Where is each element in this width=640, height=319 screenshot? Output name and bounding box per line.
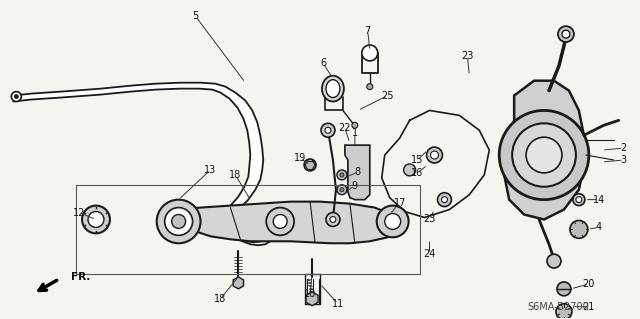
Text: 23: 23 <box>423 214 436 225</box>
Text: 2: 2 <box>621 143 627 153</box>
Circle shape <box>325 127 331 133</box>
Circle shape <box>367 84 372 90</box>
Text: 17: 17 <box>394 198 406 208</box>
Text: 10: 10 <box>304 289 316 299</box>
Polygon shape <box>175 202 399 243</box>
Text: 18: 18 <box>229 170 241 180</box>
Circle shape <box>377 205 408 237</box>
Circle shape <box>337 170 347 180</box>
Circle shape <box>431 151 438 159</box>
Circle shape <box>512 123 576 187</box>
Circle shape <box>570 220 588 238</box>
Text: 23: 23 <box>461 51 474 61</box>
Circle shape <box>82 205 110 234</box>
Text: 4: 4 <box>596 222 602 233</box>
Circle shape <box>304 159 316 171</box>
Circle shape <box>340 173 344 177</box>
Text: 18: 18 <box>214 294 227 304</box>
Text: 3: 3 <box>621 155 627 165</box>
Text: 14: 14 <box>593 195 605 205</box>
Circle shape <box>88 211 104 227</box>
Polygon shape <box>233 277 244 289</box>
Text: 9: 9 <box>352 181 358 191</box>
Circle shape <box>385 213 401 229</box>
Text: 6: 6 <box>320 58 326 68</box>
Circle shape <box>340 188 344 192</box>
Text: 19: 19 <box>294 153 306 163</box>
Polygon shape <box>345 145 370 200</box>
Text: S6MA-B2700: S6MA-B2700 <box>527 302 589 312</box>
Circle shape <box>273 214 287 228</box>
Circle shape <box>266 208 294 235</box>
Circle shape <box>352 122 358 128</box>
Text: 21: 21 <box>582 302 595 312</box>
Text: FR.: FR. <box>71 272 90 282</box>
Circle shape <box>438 193 451 207</box>
Circle shape <box>556 304 572 319</box>
Text: 15: 15 <box>412 155 424 165</box>
Circle shape <box>573 194 585 205</box>
Circle shape <box>326 212 340 226</box>
Text: 16: 16 <box>412 168 424 178</box>
Circle shape <box>557 282 571 296</box>
Text: 8: 8 <box>355 167 361 177</box>
Text: 12: 12 <box>73 208 85 218</box>
Circle shape <box>337 185 347 195</box>
Polygon shape <box>504 81 584 219</box>
Circle shape <box>321 123 335 137</box>
Circle shape <box>157 200 200 243</box>
Circle shape <box>12 92 21 101</box>
Circle shape <box>576 197 582 203</box>
Bar <box>76 185 420 274</box>
Circle shape <box>526 137 562 173</box>
Circle shape <box>330 217 336 222</box>
Ellipse shape <box>322 76 344 101</box>
Ellipse shape <box>326 80 340 98</box>
Circle shape <box>442 197 447 203</box>
Circle shape <box>362 45 378 61</box>
Polygon shape <box>306 292 318 306</box>
Text: 25: 25 <box>381 91 394 100</box>
Polygon shape <box>216 219 270 245</box>
Circle shape <box>172 214 186 228</box>
Text: 22: 22 <box>339 123 351 133</box>
Circle shape <box>499 110 589 200</box>
Text: 1: 1 <box>352 128 358 138</box>
Text: 24: 24 <box>423 249 436 259</box>
Text: 13: 13 <box>204 165 216 175</box>
Text: 5: 5 <box>193 11 198 21</box>
Text: 11: 11 <box>332 299 344 309</box>
Text: 7: 7 <box>365 26 371 36</box>
Circle shape <box>164 208 193 235</box>
Text: 20: 20 <box>582 279 595 289</box>
Circle shape <box>562 30 570 38</box>
Circle shape <box>14 94 19 99</box>
Circle shape <box>547 254 561 268</box>
Circle shape <box>404 164 415 176</box>
Polygon shape <box>13 83 263 223</box>
Circle shape <box>426 147 442 163</box>
Circle shape <box>558 26 574 42</box>
